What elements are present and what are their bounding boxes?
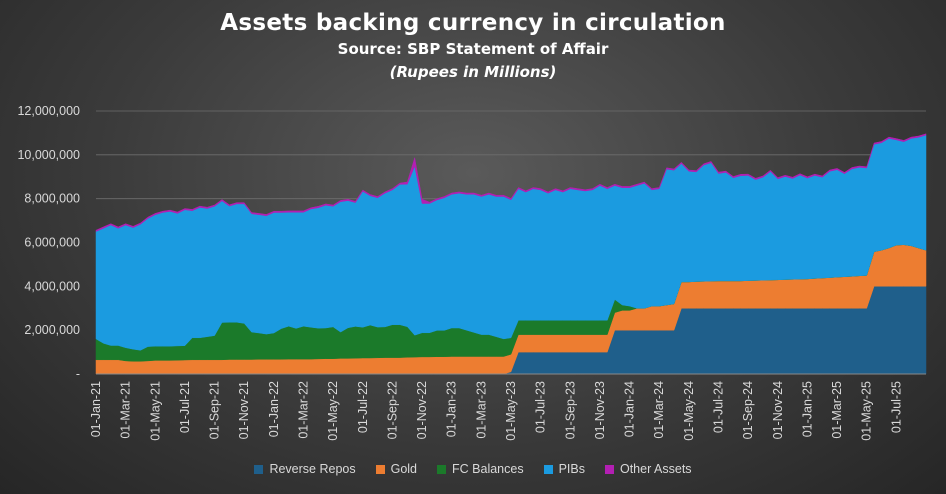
- legend-label: Gold: [390, 462, 418, 476]
- x-tick-label: 01-Jul-22: [356, 381, 370, 433]
- y-tick-label: 12,000,000: [17, 104, 80, 118]
- x-tick-label: 01-Jan-23: [445, 381, 459, 437]
- x-tick-label: 01-Mar-22: [297, 381, 311, 439]
- chart-subtitle: Source: SBP Statement of Affair: [337, 40, 609, 58]
- legend-swatch: [437, 464, 447, 474]
- x-tick-label: 01-Jan-21: [89, 381, 103, 437]
- legend-item: Reverse Repos: [254, 462, 356, 476]
- x-tick-label: 01-Sep-21: [208, 381, 222, 439]
- y-tick-label: 6,000,000: [24, 236, 80, 250]
- legend-item: Other Assets: [604, 462, 692, 476]
- x-tick-label: 01-Jan-22: [267, 381, 281, 437]
- legend-item: PIBs: [543, 462, 585, 476]
- x-tick-label: 01-Mar-25: [830, 381, 844, 439]
- x-tick-label: 01-May-22: [326, 381, 340, 441]
- legend-swatch: [543, 464, 553, 474]
- x-tick-label: 01-May-21: [148, 381, 162, 441]
- y-tick-label: 8,000,000: [24, 192, 80, 206]
- legend-swatch: [254, 464, 264, 474]
- chart-title: Assets backing currency in circulation: [220, 10, 726, 36]
- legend-swatch: [604, 464, 614, 474]
- y-tick-label: 4,000,000: [24, 279, 80, 293]
- legend-label: PIBs: [558, 462, 585, 476]
- y-tick-label: -: [76, 367, 80, 381]
- x-tick-label: 01-Jan-25: [800, 381, 814, 437]
- x-tick-label: 01-Jul-21: [178, 381, 192, 433]
- x-tick-label: 01-May-23: [504, 381, 518, 441]
- chart-titles: Assets backing currency in circulation S…: [0, 8, 946, 84]
- x-tick-label: 01-Jul-24: [712, 381, 726, 433]
- x-tick-label: 01-Nov-21: [237, 381, 251, 439]
- chart-legend: Reverse Repos Gold FC Balances PIBs Other As…: [0, 462, 946, 476]
- x-tick-label: 01-Nov-24: [771, 381, 785, 439]
- legend-item: FC Balances: [437, 462, 524, 476]
- x-tick-label: 01-Nov-23: [593, 381, 607, 439]
- legend-label: FC Balances: [452, 462, 524, 476]
- x-tick-label: 01-Jan-24: [623, 381, 637, 437]
- x-tick-label: 01-Nov-22: [415, 381, 429, 439]
- x-tick-label: 01-Mar-24: [652, 381, 666, 439]
- y-tick-label: 2,000,000: [24, 323, 80, 337]
- x-tick-label: 01-Jul-25: [889, 381, 903, 433]
- x-tick-label: 01-May-25: [860, 381, 874, 441]
- x-tick-label: 01-May-24: [682, 381, 696, 441]
- x-tick-label: 01-Sep-23: [563, 381, 577, 439]
- x-tick-label: 01-Mar-21: [119, 381, 133, 439]
- y-tick-label: 10,000,000: [17, 148, 80, 162]
- chart-unit-note: (Rupees in Millions): [389, 63, 557, 81]
- legend-swatch: [375, 464, 385, 474]
- legend-label: Reverse Repos: [269, 462, 356, 476]
- x-tick-label: 01-Jul-23: [534, 381, 548, 433]
- legend-label: Other Assets: [619, 462, 692, 476]
- x-tick-label: 01-Sep-22: [385, 381, 399, 439]
- x-tick-label: 01-Sep-24: [741, 381, 755, 439]
- x-tick-label: 01-Mar-23: [474, 381, 488, 439]
- legend-item: Gold: [375, 462, 418, 476]
- area-other-assets: [95, 133, 927, 232]
